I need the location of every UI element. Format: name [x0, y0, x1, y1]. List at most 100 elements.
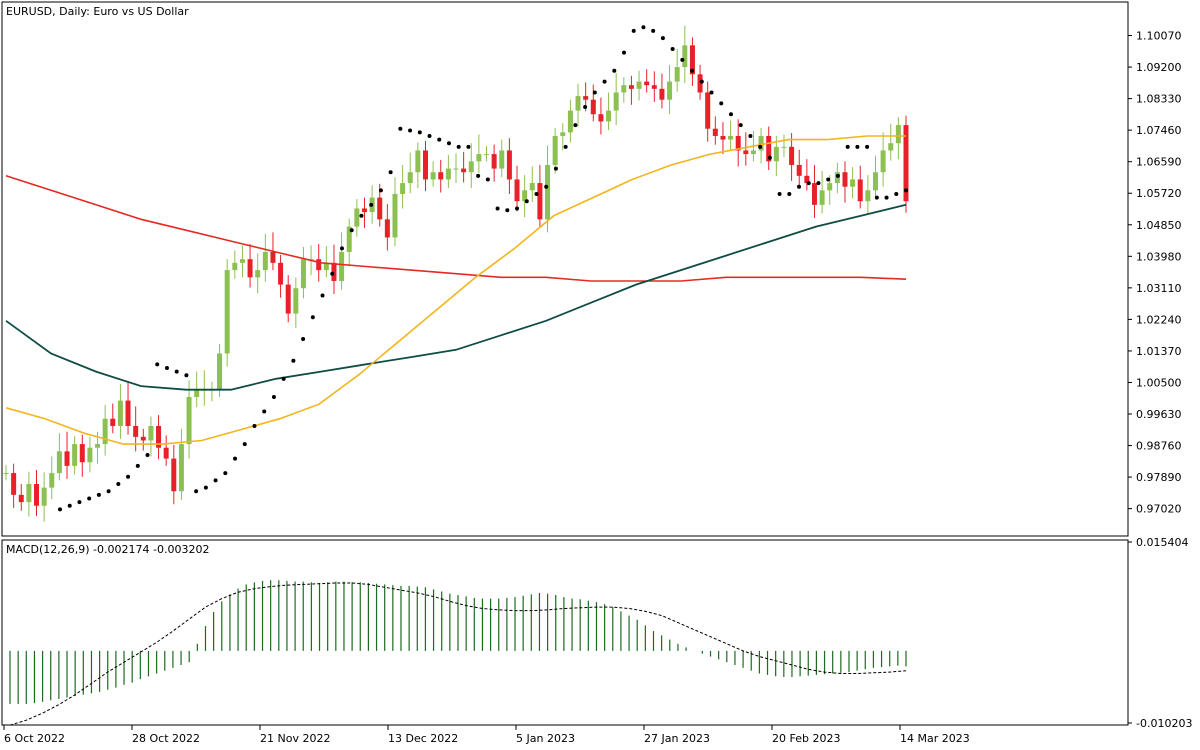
candle-body — [133, 425, 139, 437]
psar-dot — [349, 228, 354, 233]
psar-dot — [787, 191, 792, 196]
psar-dot — [271, 394, 276, 399]
candle-body — [766, 135, 772, 162]
candle-body — [430, 172, 436, 180]
candle-body — [346, 226, 352, 252]
psar-dot — [874, 195, 879, 200]
psar-dot — [826, 177, 831, 182]
psar-dot — [845, 144, 850, 149]
psar-dot — [340, 246, 344, 251]
candle-body — [903, 125, 909, 202]
candle-body — [26, 483, 32, 503]
psar-dot — [96, 492, 101, 497]
psar-dot — [767, 155, 772, 160]
psar-dot — [456, 144, 461, 149]
date-tick-label: 28 Oct 2022 — [132, 732, 200, 745]
psar-dot — [670, 46, 675, 51]
candle-body — [377, 197, 383, 220]
candle-body — [804, 175, 810, 184]
candle-body — [895, 125, 901, 144]
candle-body — [41, 487, 47, 506]
price-tick-label: 0.99630 — [1136, 408, 1182, 421]
candle-body — [461, 168, 467, 173]
psar-dot — [515, 206, 520, 211]
psar-dot — [544, 184, 549, 189]
candle-body — [293, 288, 299, 314]
psar-dot — [164, 365, 169, 370]
macd-signal-line — [9, 582, 907, 726]
date-tick-label: 21 Nov 2022 — [260, 732, 330, 745]
candle-body — [796, 164, 802, 176]
psar-dot — [495, 206, 500, 211]
candle-body — [331, 262, 337, 281]
candle-body — [728, 135, 734, 140]
macd-tick-label: 0.015404 — [1136, 536, 1189, 549]
candle-body — [758, 135, 764, 151]
date-tick-label: 5 Jan 2023 — [516, 732, 575, 745]
candle-body — [392, 193, 398, 238]
candle-body — [682, 45, 688, 68]
candle-body — [697, 74, 703, 93]
candle-body — [674, 67, 680, 82]
price-tick-label: 1.03980 — [1136, 250, 1182, 263]
candle-body — [354, 208, 360, 227]
psar-dot — [155, 362, 160, 367]
psar-dot — [58, 507, 62, 512]
candle-body — [636, 81, 642, 89]
price-tick-label: 1.09200 — [1136, 61, 1182, 74]
psar-dot — [359, 213, 364, 218]
psar-dot — [369, 202, 374, 207]
psar-dot — [184, 373, 189, 378]
candle-body — [361, 208, 367, 213]
candle-body — [300, 259, 306, 289]
macd-label: MACD(12,26,9) -0.002174 -0.003202 — [6, 543, 209, 556]
candle-body — [407, 172, 413, 184]
psar-dot — [738, 123, 743, 128]
psar-dot — [816, 181, 821, 186]
psar-dot — [534, 191, 539, 196]
macd-plot-area — [9, 580, 907, 726]
candle-body — [514, 179, 520, 202]
candle-body — [529, 183, 535, 191]
candle-body — [819, 190, 825, 205]
psar-dot — [660, 36, 665, 41]
candle-body — [87, 447, 93, 463]
candle-body — [156, 425, 162, 448]
psar-dot — [612, 68, 617, 73]
psar-dot — [806, 181, 811, 186]
candle-body — [651, 85, 657, 89]
psar-dot — [797, 184, 802, 189]
price-axis: 1.10070 1.09200 1.08330 1.07460 1.06590 1.057… — [1128, 30, 1182, 516]
price-tick-label: 1.07460 — [1136, 124, 1182, 137]
candle-body — [270, 251, 276, 263]
psar-dot — [622, 50, 626, 55]
date-tick-label: 27 Jan 2023 — [644, 732, 710, 745]
date-tick-label: 6 Oct 2022 — [4, 732, 65, 745]
psar-dot — [690, 68, 695, 73]
psar-dot — [223, 471, 228, 476]
psar-dot — [592, 90, 597, 95]
candle-body — [865, 190, 871, 202]
candle-body — [712, 128, 718, 136]
psar-dot — [573, 123, 578, 128]
candle-body — [735, 135, 741, 151]
psar-dot — [631, 28, 636, 33]
candle-body — [102, 418, 108, 445]
psar-dot — [194, 489, 199, 494]
candle-body — [811, 183, 817, 205]
candle-body — [453, 168, 459, 170]
candle-body — [110, 418, 116, 426]
psar-dot — [728, 112, 733, 117]
candle-body — [842, 172, 848, 187]
candle-body — [789, 146, 795, 165]
candle-body — [613, 92, 619, 111]
candle-body — [499, 150, 505, 169]
psar-dot — [505, 208, 510, 213]
candle-body — [400, 183, 406, 194]
candle-body — [239, 259, 245, 263]
psar-dot — [330, 271, 335, 276]
candle-body — [18, 494, 24, 503]
candle-body — [247, 259, 253, 278]
price-tick-label: 1.01370 — [1136, 345, 1182, 358]
